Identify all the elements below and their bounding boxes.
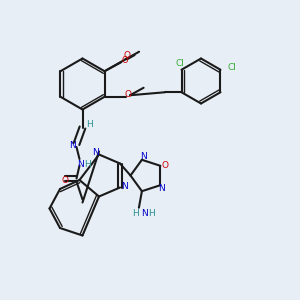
Text: N: N [140,152,147,161]
Text: H: H [133,208,139,217]
Text: H: H [86,120,92,129]
Text: N: N [77,160,83,169]
Text: N: N [141,208,148,217]
Text: N: N [121,182,128,191]
Text: O: O [161,161,168,170]
Text: H: H [148,208,155,217]
Text: N: N [69,141,75,150]
Text: O: O [124,51,130,60]
Text: N: N [158,184,165,193]
Text: O: O [124,90,131,99]
Text: N: N [92,148,98,157]
Text: Cl: Cl [176,59,184,68]
Text: H: H [85,160,91,169]
Text: O: O [122,56,128,64]
Text: Cl: Cl [228,63,237,72]
Text: O: O [61,176,69,184]
